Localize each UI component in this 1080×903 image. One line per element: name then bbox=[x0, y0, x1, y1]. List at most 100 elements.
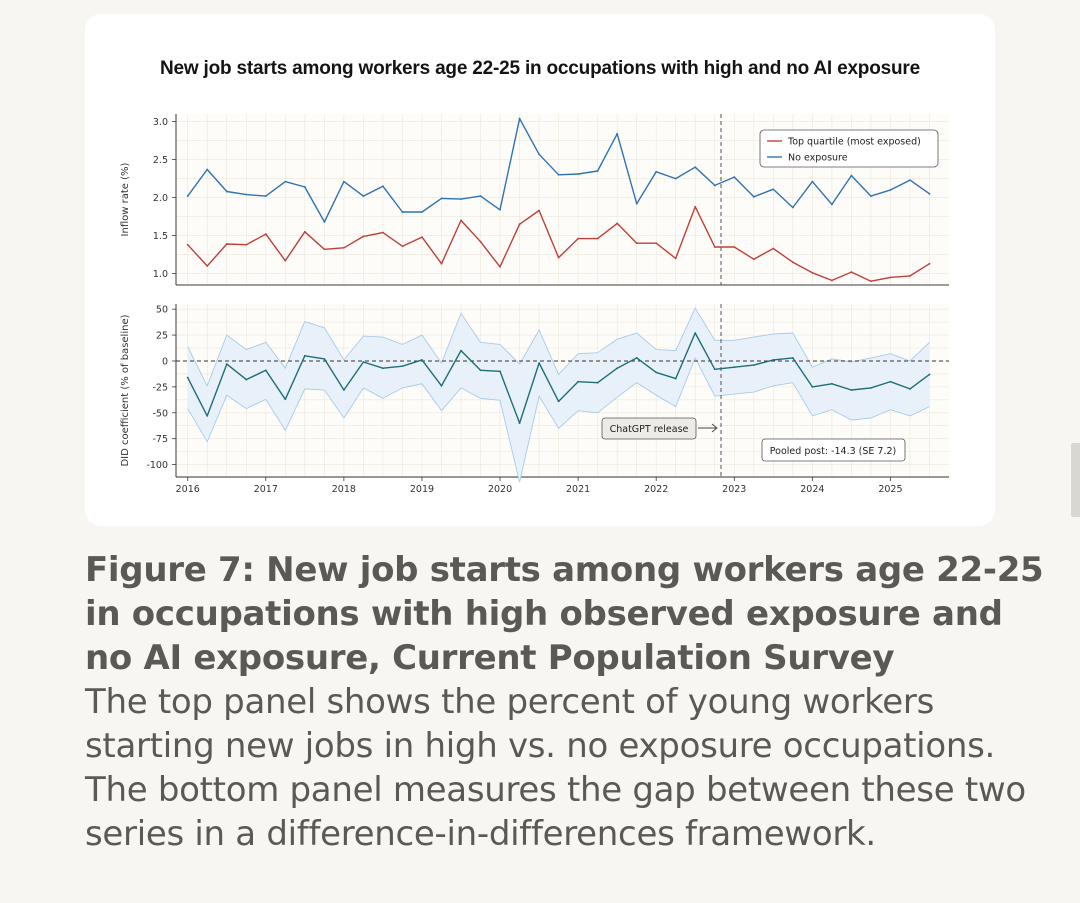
caption-title: Figure 7: New job starts among workers a… bbox=[85, 550, 1044, 678]
top-quartile-point bbox=[616, 222, 619, 225]
no-exposure-point bbox=[616, 132, 619, 135]
top-quartile-point bbox=[382, 231, 384, 234]
top-quartile-point bbox=[538, 209, 540, 212]
scrollbar-thumb[interactable] bbox=[1071, 443, 1080, 517]
top-quartile-point bbox=[186, 243, 189, 246]
did-coefficient-point bbox=[421, 359, 423, 361]
no-exposure-point bbox=[382, 185, 384, 188]
did-coefficient-point bbox=[830, 382, 833, 385]
did-coefficient-point bbox=[811, 385, 814, 388]
top-quartile-point bbox=[850, 271, 853, 273]
top-quartile-point bbox=[772, 247, 775, 250]
y-tick-label: -25 bbox=[152, 382, 168, 393]
top-quartile-point bbox=[713, 246, 716, 248]
did-coefficient-point bbox=[303, 354, 306, 357]
no-exposure-point bbox=[870, 195, 872, 197]
did-coefficient-point bbox=[850, 389, 853, 391]
y-tick-label: -50 bbox=[152, 408, 168, 419]
no-exposure-point bbox=[401, 211, 404, 213]
no-exposure-point bbox=[245, 193, 248, 196]
no-exposure-point bbox=[440, 197, 443, 200]
did-coefficient-point bbox=[616, 367, 619, 370]
top-quartile-point bbox=[206, 265, 209, 267]
top-quartile-point bbox=[694, 205, 697, 208]
top-quartile-point bbox=[342, 246, 345, 249]
top-quartile-point bbox=[928, 262, 931, 265]
y-tick-label: 25 bbox=[156, 331, 168, 342]
no-exposure-point bbox=[635, 202, 638, 205]
chart-card: New job starts among workers age 22-25 i… bbox=[85, 14, 995, 526]
no-exposure-point bbox=[850, 174, 853, 177]
pooled-post-box bbox=[761, 438, 906, 462]
x-tick-label: 2025 bbox=[878, 484, 902, 495]
top-quartile-point bbox=[674, 257, 677, 260]
did-coefficient-point bbox=[772, 359, 775, 361]
y-axis-label: Inflow rate (%) bbox=[120, 162, 131, 236]
top-quartile-point bbox=[635, 242, 638, 245]
top-quartile-point bbox=[596, 237, 599, 240]
did-coefficient-point bbox=[674, 377, 677, 380]
did-coefficient-point bbox=[225, 363, 228, 365]
did-coefficient-point bbox=[362, 361, 365, 363]
top-quartile-point bbox=[421, 236, 423, 239]
legend-label-top-quartile: Top quartile (most exposed) bbox=[787, 137, 921, 148]
y-tick-label: 2.5 bbox=[153, 155, 168, 166]
y-tick-label: -75 bbox=[152, 434, 168, 445]
did-coefficient-point bbox=[479, 369, 482, 372]
no-exposure-point bbox=[811, 180, 814, 183]
did-coefficient-point bbox=[382, 367, 384, 370]
no-exposure-point bbox=[479, 195, 482, 197]
no-exposure-point bbox=[694, 166, 697, 169]
did-coefficient-point bbox=[928, 373, 931, 376]
no-exposure-point bbox=[830, 203, 833, 206]
chatgpt-release-box bbox=[601, 417, 697, 440]
did-coefficient-point bbox=[713, 368, 716, 371]
no-exposure-point bbox=[733, 176, 736, 178]
did-coefficient-point bbox=[342, 389, 345, 391]
top-quartile-point bbox=[245, 243, 248, 246]
no-exposure-point bbox=[928, 192, 931, 195]
y-tick-label: -100 bbox=[146, 460, 168, 471]
top-quartile-point bbox=[401, 245, 404, 248]
no-exposure-point bbox=[362, 195, 365, 197]
top-quartile-point bbox=[557, 256, 560, 259]
did-coefficient-point bbox=[323, 358, 326, 360]
no-exposure-point bbox=[577, 173, 580, 175]
did-coefficient-point bbox=[752, 364, 755, 367]
did-coefficient-point bbox=[596, 381, 599, 384]
no-exposure-point bbox=[421, 211, 423, 213]
no-exposure-point bbox=[596, 170, 599, 172]
x-tick-label: 2023 bbox=[722, 484, 746, 495]
top-quartile-point bbox=[362, 235, 365, 238]
did-coefficient-point bbox=[791, 356, 794, 359]
y-tick-label: 3.0 bbox=[153, 117, 168, 128]
did-coefficient-point bbox=[284, 398, 287, 401]
top-quartile-point bbox=[284, 259, 287, 262]
no-exposure-point bbox=[655, 170, 658, 173]
no-exposure-point bbox=[772, 188, 775, 191]
did-coefficient-point bbox=[538, 362, 540, 364]
top-quartile-point bbox=[225, 243, 228, 245]
did-coefficient-point bbox=[186, 376, 189, 379]
top-quartile-point bbox=[440, 262, 443, 265]
x-tick-label: 2019 bbox=[410, 484, 434, 495]
did-coefficient-point bbox=[655, 371, 658, 374]
no-exposure-point bbox=[518, 117, 521, 120]
did-coefficient-point bbox=[499, 370, 501, 373]
top-quartile-point bbox=[323, 248, 326, 251]
arrow-head-icon bbox=[711, 423, 718, 433]
top-quartile-point bbox=[830, 279, 833, 282]
no-exposure-point bbox=[909, 179, 911, 182]
no-exposure-point bbox=[791, 206, 794, 209]
y-tick-label: 50 bbox=[156, 305, 168, 316]
no-exposure-point bbox=[713, 184, 716, 187]
did-coefficient-point bbox=[889, 380, 892, 383]
top-quartile-point bbox=[577, 237, 580, 240]
no-exposure-point bbox=[889, 189, 892, 191]
chart-title: New job starts among workers age 22-25 i… bbox=[160, 58, 920, 79]
no-exposure-point bbox=[674, 177, 677, 180]
x-tick-label: 2017 bbox=[254, 484, 278, 495]
figure-caption: Figure 7: New job starts among workers a… bbox=[85, 548, 1045, 856]
top-quartile-point bbox=[909, 274, 911, 277]
did-coefficient-point bbox=[401, 365, 404, 368]
